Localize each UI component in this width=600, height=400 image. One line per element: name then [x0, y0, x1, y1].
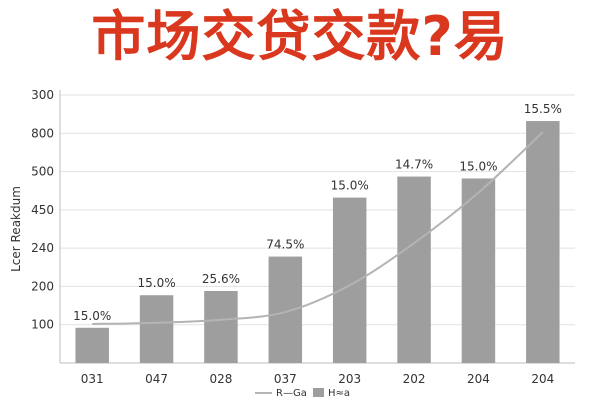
- data-labels: 15.0% 15.0% 25.6% 74.5% 15.0% 14.7% 15.0% 15.5%: [73, 102, 562, 323]
- bar: [75, 327, 109, 363]
- y-tick-label: 100: [31, 318, 54, 332]
- x-tick-label: 047: [145, 372, 168, 386]
- bar: [204, 291, 238, 363]
- y-tick-label: 240: [31, 241, 54, 255]
- bar: [526, 121, 560, 363]
- y-tick-label: 800: [31, 126, 54, 140]
- bar: [397, 176, 431, 363]
- bar: [268, 256, 303, 363]
- trend-line: [92, 131, 544, 325]
- data-label: 15.0%: [73, 309, 111, 323]
- data-label: 25.6%: [202, 272, 240, 286]
- legend-bar-swatch: [313, 388, 324, 397]
- legend-label: R—Ga: [276, 388, 307, 399]
- data-label: 15.0%: [459, 159, 497, 173]
- x-tick-label: 202: [403, 372, 426, 386]
- bar: [139, 295, 174, 363]
- y-axis-label: Lcer Reakdum: [9, 186, 23, 272]
- x-tick-label: 037: [274, 372, 297, 386]
- data-label: 74.5%: [266, 238, 304, 252]
- bars: [75, 121, 560, 363]
- data-label: 15.0%: [138, 276, 176, 290]
- legend: R—Ga H≈a: [255, 388, 350, 399]
- axes: [59, 90, 575, 364]
- data-label: 15.0%: [331, 179, 369, 193]
- trend-line-group: [92, 131, 544, 325]
- chart-title: 市场交贷交款?易: [91, 5, 509, 68]
- x-tick-label: 028: [209, 372, 232, 386]
- legend-label: H≈a: [328, 388, 350, 399]
- y-tick-label: 200: [31, 279, 54, 293]
- bar: [461, 178, 496, 363]
- x-tick-label: 204: [531, 372, 554, 386]
- data-label: 14.7%: [395, 158, 433, 172]
- bar: [332, 197, 367, 363]
- y-tick-label: 500: [31, 165, 54, 179]
- y-tick-label: 450: [31, 203, 54, 217]
- grid-lines: [60, 94, 575, 326]
- data-label: 15.5%: [524, 102, 562, 116]
- x-tick-label: 203: [338, 372, 361, 386]
- x-tick-label: 204: [467, 372, 490, 386]
- x-tick-label: 031: [81, 372, 104, 386]
- y-tick-label: 300: [31, 88, 54, 102]
- tick-labels: 100 200 240 450 500 800 300 031 047 028 037 203 202 2…: [31, 88, 554, 386]
